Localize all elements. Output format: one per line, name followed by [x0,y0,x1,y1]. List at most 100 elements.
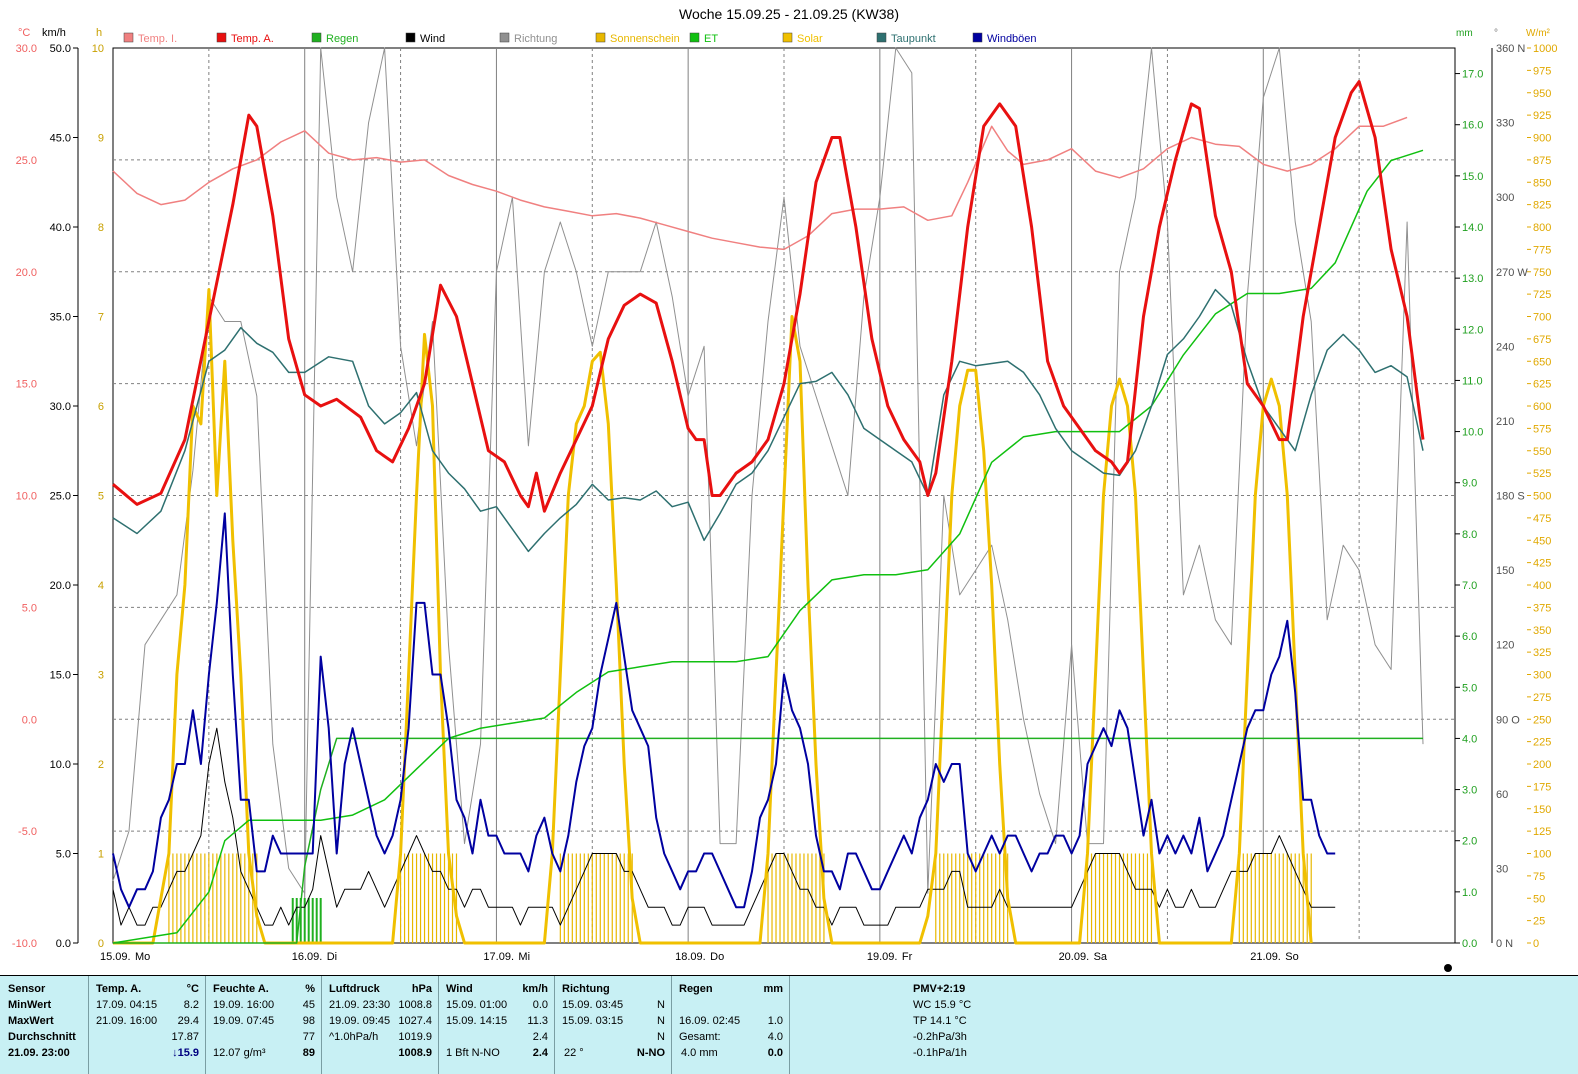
sun-tick-label: 8 [98,222,104,234]
dir-degrees: 22 ° [564,1047,584,1059]
pmv-trend-3h: -0.2hPa/3h [913,1031,967,1043]
solar-tick-label: 875 [1533,155,1551,167]
wind-tick-label: 45.0 [50,133,71,145]
x-day-label: Fr [902,951,913,963]
wind-current-value: 2.4 [532,1047,548,1059]
solar-tick-label: 950 [1533,88,1551,100]
x-date-label: 16.09. [292,951,323,963]
rain-tick-label: 9.0 [1462,478,1477,490]
wind-min-time: 15.09. 01:00 [446,999,508,1011]
legend-label: Sonnenschein [610,33,680,45]
legend-label: Regen [326,33,358,45]
solar-series [113,288,1313,945]
sensor-header: Sensor [8,983,46,995]
solar-tick-label: 500 [1533,491,1551,503]
rain-tick-label: 15.0 [1462,171,1483,183]
solar-tick-label: 275 [1533,692,1551,704]
hum-absolute: 12.07 g/m³ [213,1047,266,1059]
temp-tick-label: -10.0 [12,938,37,950]
solar-tick-label: 75 [1533,871,1545,883]
solar-tick-label: 450 [1533,535,1551,547]
wind-tick-label: 40.0 [50,222,71,234]
solar-tick-label: 300 [1533,670,1551,682]
direction-series [112,47,1424,894]
pmv-wind-chill: WC 15.9 °C [913,999,972,1011]
x-day-label: Do [710,951,724,963]
wind-tick-label: 10.0 [50,759,71,771]
rain-tick-label: 2.0 [1462,836,1477,848]
legend-label: Windböen [987,33,1037,45]
solar-tick-label: 550 [1533,446,1551,458]
solar-tick-label: 0 [1533,938,1539,950]
statistics-panel: Sensor MinWert MaxWert Durchschnitt 21.0… [0,975,1578,1074]
rain-unit: mm [763,983,783,995]
hum-min-time: 19.09. 16:00 [213,999,275,1011]
hum-max-value: 98 [302,1015,315,1027]
direction-tick-label: 120 [1496,640,1514,652]
end-marker-icon [1444,964,1452,972]
direction-tick-label: 0 N [1496,938,1513,950]
rain-tick-label: 11.0 [1462,375,1483,387]
solar-tick-label: 125 [1533,826,1551,838]
press-min-time: 21.09. 23:30 [329,999,391,1011]
solar-tick-label: 225 [1533,737,1551,749]
pmv-trend-1h: -0.1hPa/1h [913,1047,967,1059]
dir-min-value: N [657,999,665,1011]
legend-swatch [216,32,227,43]
wind-tick-label: 30.0 [50,401,71,413]
pmv-header: PMV+2:19 [913,983,966,995]
stats-col-pmv: PMV+2:19 WC 15.9 °C TP 14.1 °C -0.2hPa/3… [789,976,1578,1074]
chart-area: Woche 15.09.25 - 21.09.25 (KW38) °C km/h h m… [11,6,1558,972]
sun-tick-label: 3 [98,670,104,682]
stats-col-pressure: Luftdruck hPa 21.09. 23:30 1008.8 19.09. 0… [321,976,439,1074]
current-time-label: 21.09. 23:00 [8,1047,70,1059]
x-day-label: So [1285,951,1298,963]
press-trend: ^1.0hPa/h [329,1031,379,1043]
solar-tick-label: 800 [1533,222,1551,234]
press-avg-value: 1019.9 [398,1031,432,1043]
temp-max-value: 29.4 [177,1015,199,1027]
hum-current-value: 89 [302,1047,315,1059]
sun-tick-label: 5 [98,491,104,503]
rain-tick-label: 12.0 [1462,324,1483,336]
rain-tick-label: 17.0 [1462,69,1483,81]
temp-tick-label: 30.0 [16,43,37,55]
direction-tick-label: 180 S [1496,491,1525,503]
wind-axis-unit: km/h [42,27,66,39]
rain-tick-label: 6.0 [1462,631,1477,643]
legend-label: ET [704,33,718,45]
rain-total-label: Gesamt: [679,1031,721,1043]
solar-tick-label: 625 [1533,379,1551,391]
wind-max-time: 15.09. 14:15 [446,1015,508,1027]
press-current-value: 1008.9 [398,1047,432,1059]
legend-label: Temp. I. [138,33,177,45]
solar-tick-label: 375 [1533,602,1551,614]
press-unit: hPa [411,983,432,995]
solar-tick-label: 150 [1533,804,1551,816]
maxwert-label: MaxWert [8,1015,54,1027]
sun-tick-label: 1 [98,849,104,861]
temp-min-time: 17.09. 04:15 [96,999,158,1011]
dir-max-time: 15.09. 03:15 [562,1015,624,1027]
stats-col-sensor: Sensor MinWert MaxWert Durchschnitt 21.0… [0,976,89,1074]
solar-tick-label: 200 [1533,759,1551,771]
rain-tick-label: 16.0 [1462,120,1483,132]
solar-tick-label: 175 [1533,781,1551,793]
et-series [112,149,1424,944]
solar-tick-label: 725 [1533,289,1551,301]
press-max-time: 19.09. 09:45 [329,1015,391,1027]
solar-tick-label: 1000 [1533,43,1557,55]
legend-swatch [123,32,134,43]
stats-col-temp: Temp. A. °C 17.09. 04:15 8.2 21.09. 16:00 2… [88,976,206,1074]
rain-tick-label: 4.0 [1462,733,1477,745]
wind-series [112,727,1336,926]
solar-tick-label: 600 [1533,401,1551,413]
temp-tick-label: 20.0 [16,267,37,279]
solar-tick-label: 975 [1533,65,1551,77]
solar-tick-label: 675 [1533,334,1551,346]
temp-axis-unit: °C [18,27,30,39]
direction-tick-label: 300 [1496,192,1514,204]
temp-avg-value: 17.87 [171,1031,199,1043]
legend-swatch [499,32,510,43]
solar-tick-label: 700 [1533,312,1551,324]
